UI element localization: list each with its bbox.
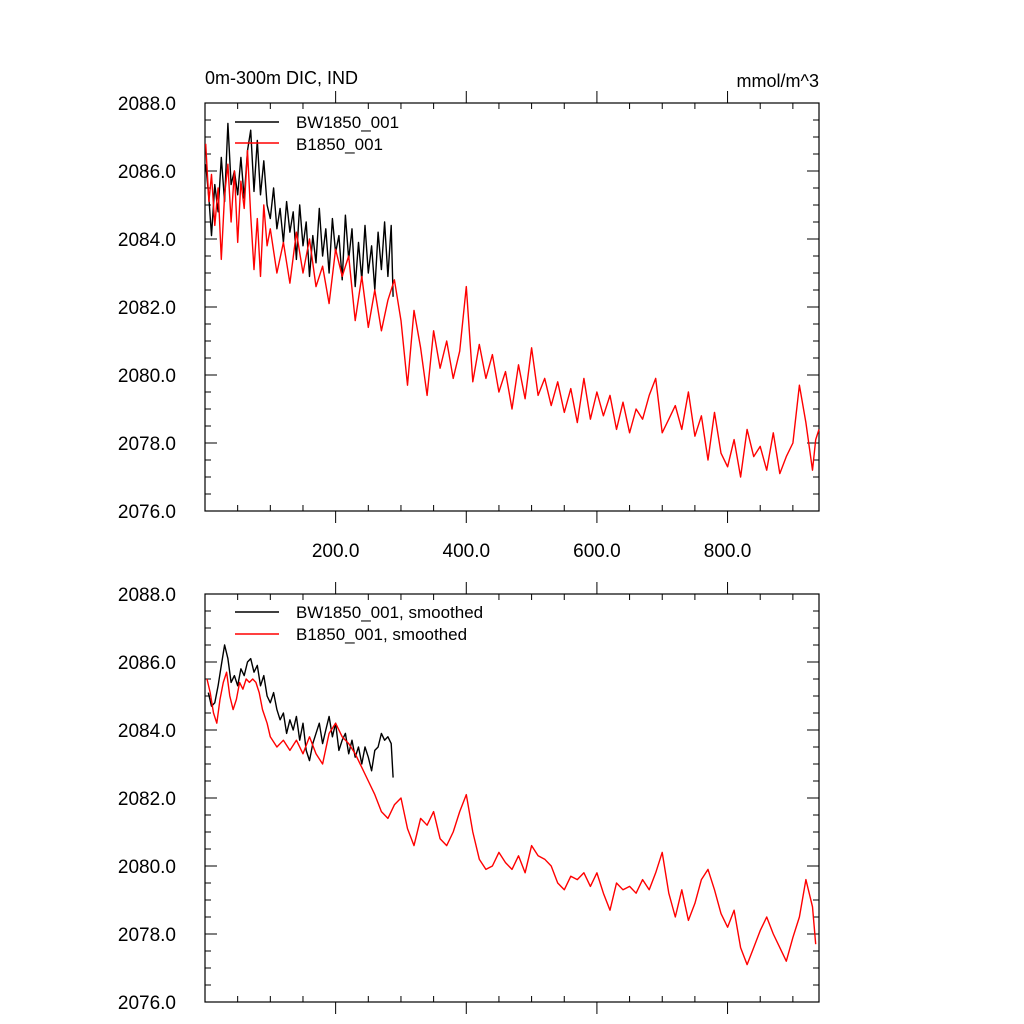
y-tick-label: 2086.0 xyxy=(118,653,176,674)
y-tick-label: 2076.0 xyxy=(118,502,176,523)
x-tick-label: 200.0 xyxy=(312,541,360,562)
top-panel: 0m-300m DIC, IND mmol/m^3 2076.02078.020… xyxy=(118,68,820,562)
top-x-tick-labels: 200.0 400.0 600.0 800.0 xyxy=(312,541,751,562)
y-tick-label: 2082.0 xyxy=(118,789,176,810)
top-legend: BW1850_001 B1850_001 xyxy=(235,113,399,154)
y-tick-label: 2078.0 xyxy=(118,925,176,946)
x-tick-label: 600.0 xyxy=(573,541,621,562)
legend-label-bw1850-smoothed: BW1850_001, smoothed xyxy=(296,603,483,622)
top-panel-title-left: 0m-300m DIC, IND xyxy=(205,68,358,88)
bottom-y-tick-labels: 2076.0 2078.0 2080.0 2082.0 2084.0 2086.0 2088… xyxy=(118,585,176,1014)
y-tick-label: 2080.0 xyxy=(118,366,176,387)
y-tick-label: 2080.0 xyxy=(118,857,176,878)
y-tick-label: 2088.0 xyxy=(118,585,176,606)
top-y-tick-labels: 2076.0 2078.0 2080.0 2082.0 2084.0 2086.0 2088… xyxy=(118,94,176,523)
bottom-legend: BW1850_001, smoothed B1850_001, smoothed xyxy=(235,603,483,644)
y-tick-label: 2082.0 xyxy=(118,298,176,319)
legend-label-b1850: B1850_001 xyxy=(296,135,383,154)
y-tick-label: 2084.0 xyxy=(118,230,176,251)
top-panel-title-right: mmol/m^3 xyxy=(737,71,819,91)
top-plot-frame xyxy=(204,102,820,512)
top-series-lines xyxy=(205,122,820,478)
bottom-panel: 2076.0 2078.0 2080.0 2082.0 2084.0 2086.0 2088… xyxy=(118,582,820,1014)
x-tick-label: 400.0 xyxy=(443,541,491,562)
y-tick-label: 2086.0 xyxy=(118,162,176,183)
bottom-series-lines xyxy=(206,644,817,966)
series-line-bw1850 xyxy=(205,122,394,297)
top-axis-ticks xyxy=(205,91,819,523)
y-tick-label: 2078.0 xyxy=(118,434,176,455)
bottom-plot-frame xyxy=(204,593,820,1003)
y-tick-label: 2084.0 xyxy=(118,721,176,742)
legend-label-bw1850: BW1850_001 xyxy=(296,113,399,132)
series-line-b1850-smoothed xyxy=(206,671,817,966)
bottom-axis-ticks xyxy=(205,582,819,1014)
x-tick-label: 800.0 xyxy=(704,541,752,562)
legend-label-b1850-smoothed: B1850_001, smoothed xyxy=(296,625,467,644)
y-tick-label: 2088.0 xyxy=(118,94,176,115)
series-line-b1850 xyxy=(205,143,820,478)
y-tick-label: 2076.0 xyxy=(118,993,176,1014)
series-line-bw1850-smoothed xyxy=(207,644,394,778)
